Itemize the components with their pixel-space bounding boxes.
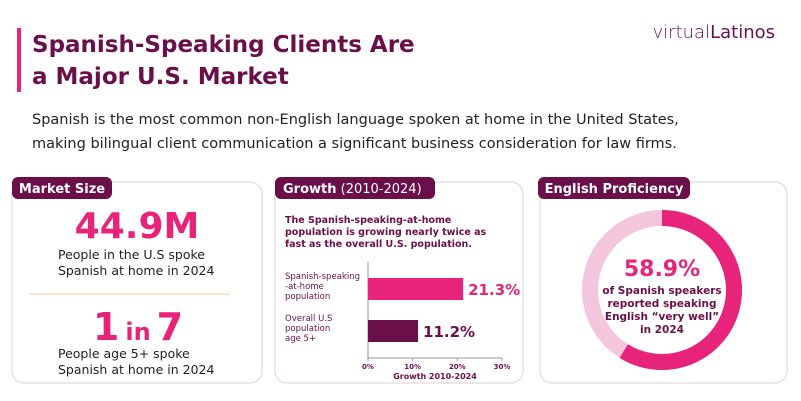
x-tick-label: 10% [404,363,421,371]
card-label: English Proficiency [545,182,684,197]
donut-arc [619,210,742,370]
subtitle: making bilingual client communication a … [32,136,677,152]
bar [368,278,464,300]
donut-text: English “very well” [605,311,719,323]
bar [368,320,419,342]
brand-prefix: virtual [653,22,711,43]
stat-text: People in the U.S spoke [58,247,205,262]
note: population is growing nearly twice as [285,227,487,238]
accent-bar [17,28,21,92]
category-label: population [285,292,330,302]
brand-name: Latinos [710,22,775,43]
chart-title: Growth [283,182,337,197]
title: Spanish-Speaking Clients Are [32,32,415,58]
stat-text: Spanish at home in 2024 [58,362,215,377]
label-pill [12,177,112,199]
stat-part: in [125,318,150,346]
note: The Spanish-speaking-at-home [285,215,451,226]
category-label: Spanish-speaking [285,272,360,282]
stat-part: 7 [157,305,183,349]
category-label: age 5+ [285,334,316,344]
card [11,181,263,384]
x-tick-label: 30% [494,363,511,371]
value-label: 11.2% [423,323,475,341]
x-axis-label: Growth 2010-2024 [393,372,477,381]
stat-text: Spanish at home in 2024 [58,263,215,278]
chart-title-suffix: (2010-2024) [341,182,422,197]
label-pill [538,177,690,199]
category-label: population [285,324,330,334]
card-label: Growth (2010-2024) [283,182,422,197]
donut-text: reported speaking [607,298,716,310]
label-pill [275,177,435,199]
note: fast as the overall U.S. population. [285,239,472,250]
card-label: Market Size [19,182,105,197]
stat-text: People age 5+ spoke [58,346,190,361]
value-label: 58.9% [624,257,700,282]
x-tick-label: 0% [362,363,374,371]
donut-text: in 2024 [640,324,684,336]
category-label: -at-home [285,282,324,292]
value-label: 21.3% [468,281,520,299]
stat: 1 in 7 [93,305,183,349]
x-tick-label: 20% [449,363,466,371]
donut-text: of Spanish speakers [602,285,721,297]
subtitle: Spanish is the most common non-English l… [32,112,679,128]
title: a Major U.S. Market [32,64,289,90]
stat-part: 1 [93,305,119,349]
brand: virtualLatinos [653,22,775,43]
category-label: Overall U.S [285,314,332,324]
stat: 44.9M [75,206,200,247]
